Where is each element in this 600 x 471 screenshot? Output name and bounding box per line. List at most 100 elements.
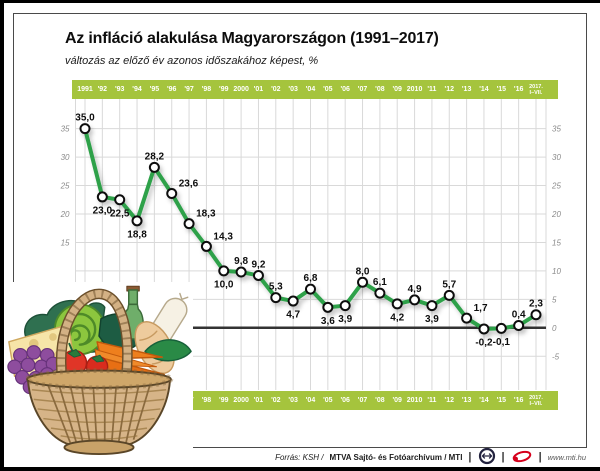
year-label: '15 [496,397,507,404]
svg-text:30: 30 [552,153,561,162]
year-label: '01 [253,86,264,93]
svg-text:2,3: 2,3 [529,299,543,310]
year-label: '03 [288,86,298,93]
year-label: '08 [375,86,385,93]
website-link: www.mti.hu [547,452,586,462]
year-label: 2017. I–VII. [529,394,543,407]
svg-text:20: 20 [551,210,561,219]
year-label: '94 [132,86,142,93]
svg-text:5: 5 [552,295,557,304]
svg-text:25: 25 [551,182,561,191]
svg-text:14,3: 14,3 [213,231,233,242]
svg-text:35,0: 35,0 [75,113,95,124]
year-label: '15 [496,86,507,93]
year-label: '92 [97,86,108,93]
svg-text:30: 30 [61,153,70,162]
svg-text:18,3: 18,3 [196,209,216,220]
year-label: '99 [219,86,229,93]
year-label: '01 [253,397,264,404]
page-subtitle: változás az előző év azonos időszakához … [65,55,319,67]
chart-frame [13,13,587,448]
svg-text:-0,1: -0,1 [493,337,511,348]
year-label: '12 [444,86,454,93]
year-label: '14 [479,397,489,404]
svg-text:0,4: 0,4 [512,310,526,321]
year-label: 2000 [233,397,249,404]
svg-text:18,8: 18,8 [127,229,147,240]
year-label: '13 [461,86,472,93]
year-label: 1991 [77,86,93,93]
svg-text:3,9: 3,9 [338,314,352,325]
year-label: '98 [201,397,212,404]
svg-text:9,8: 9,8 [234,256,248,267]
svg-text:10,0: 10,0 [214,279,234,290]
year-label: '98 [201,86,212,93]
mtva-circle-arrows-logo [478,447,496,467]
bottom-year-axis: '97'98'992000'01'02'03'04'05'06'07'08'09… [178,391,558,410]
year-label: 2000 [233,86,249,93]
svg-text:20: 20 [60,210,70,219]
svg-text:3,9: 3,9 [425,314,439,325]
svg-text:4,2: 4,2 [390,312,404,323]
svg-text:15: 15 [552,238,561,247]
year-label: '07 [357,86,368,93]
year-label: '16 [513,397,524,404]
page-title: Az infláció alakulása Magyarországon (19… [65,30,439,47]
footer-separator: | [538,451,542,463]
svg-text:-0,2: -0,2 [475,337,493,348]
year-label: '12 [444,397,454,404]
svg-text:6,8: 6,8 [304,273,318,284]
footer-separator: | [468,451,472,463]
year-label: '99 [219,397,229,404]
svg-text:5,3: 5,3 [269,282,283,293]
page-border-bottom [0,467,600,471]
year-label: '08 [375,397,385,404]
footer: Forrás: KSH / MTVA Sajtó- és Fotóarchívu… [275,447,586,467]
svg-text:3,6: 3,6 [321,316,335,327]
svg-text:4,9: 4,9 [408,284,422,295]
year-label: '04 [305,86,316,93]
year-label: '05 [323,86,333,93]
year-label: '13 [461,397,472,404]
svg-text:5,7: 5,7 [442,279,456,290]
svg-text:25: 25 [60,182,70,191]
year-label: '05 [323,397,333,404]
svg-text:1,7: 1,7 [474,303,488,314]
food-basket-illustration [5,282,193,463]
source-prefix: Forrás: KSH / [275,452,324,462]
year-label: 2010 [406,397,423,404]
year-label: '11 [427,397,437,404]
svg-text:35: 35 [552,125,561,134]
svg-text:23,0: 23,0 [93,205,113,216]
svg-text:4,7: 4,7 [286,310,300,321]
year-label: 2010 [406,86,423,93]
year-label: '07 [357,397,368,404]
svg-text:28,2: 28,2 [145,151,165,162]
svg-text:6,1: 6,1 [373,277,387,288]
year-label: '04 [305,397,316,404]
page-border-top [0,0,600,3]
year-label: '95 [149,86,160,93]
year-label: '97 [184,86,194,93]
year-label: '14 [479,86,489,93]
svg-text:15: 15 [61,238,70,247]
svg-text:-5: -5 [552,352,560,361]
year-label: '16 [513,86,524,93]
svg-text:35: 35 [61,125,70,134]
source-credit: MTVA Sajtó- és Fotóarchívum / MTI [329,452,463,462]
svg-text:8,0: 8,0 [356,266,370,277]
page-border-left [0,0,4,471]
year-label: '09 [392,86,402,93]
svg-text:10: 10 [552,267,561,276]
year-label: '03 [288,397,298,404]
year-label: '09 [392,397,402,404]
year-label: '93 [114,86,125,93]
year-label: 2017. I–VII. [529,83,543,96]
year-label: '06 [340,397,350,404]
svg-text:0: 0 [552,324,557,333]
year-label: '02 [271,86,281,93]
mti-red-ellipse-logo [511,449,533,466]
year-label: '02 [271,397,281,404]
